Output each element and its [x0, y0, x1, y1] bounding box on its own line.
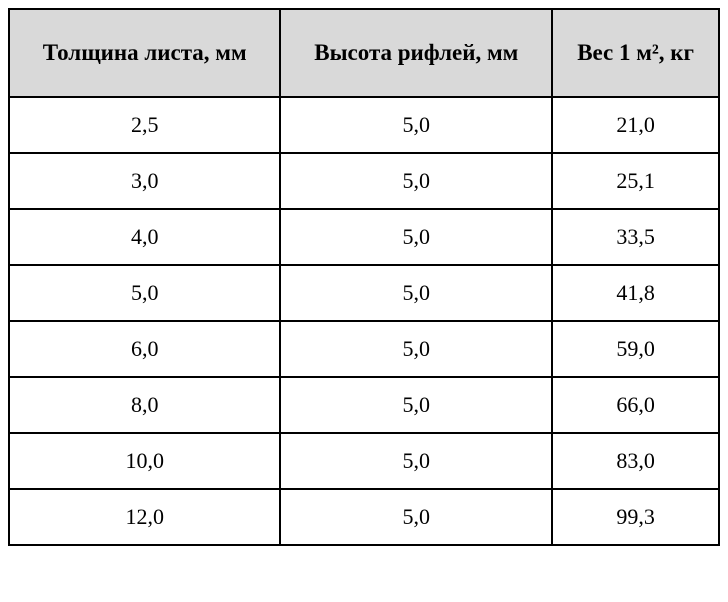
cell-height: 5,0	[280, 209, 552, 265]
column-header-height: Высота рифлей, мм	[280, 9, 552, 97]
cell-weight: 33,5	[552, 209, 719, 265]
table-row: 12,0 5,0 99,3	[9, 489, 719, 545]
cell-thickness: 5,0	[9, 265, 280, 321]
header-label: Вес 1 м², кг	[577, 40, 694, 65]
table-row: 2,5 5,0 21,0	[9, 97, 719, 153]
table-row: 8,0 5,0 66,0	[9, 377, 719, 433]
table-row: 3,0 5,0 25,1	[9, 153, 719, 209]
cell-thickness: 12,0	[9, 489, 280, 545]
cell-thickness: 2,5	[9, 97, 280, 153]
table-body: 2,5 5,0 21,0 3,0 5,0 25,1 4,0 5,0 33,5 5…	[9, 97, 719, 545]
header-label: Толщина листа, мм	[43, 40, 247, 65]
table-row: 5,0 5,0 41,8	[9, 265, 719, 321]
cell-weight: 99,3	[552, 489, 719, 545]
cell-weight: 59,0	[552, 321, 719, 377]
data-table: Толщина листа, мм Высота рифлей, мм Вес …	[8, 8, 720, 546]
cell-weight: 83,0	[552, 433, 719, 489]
column-header-weight: Вес 1 м², кг	[552, 9, 719, 97]
cell-weight: 41,8	[552, 265, 719, 321]
cell-thickness: 4,0	[9, 209, 280, 265]
cell-thickness: 6,0	[9, 321, 280, 377]
cell-height: 5,0	[280, 321, 552, 377]
cell-thickness: 8,0	[9, 377, 280, 433]
cell-height: 5,0	[280, 433, 552, 489]
cell-weight: 66,0	[552, 377, 719, 433]
table-row: 6,0 5,0 59,0	[9, 321, 719, 377]
cell-height: 5,0	[280, 377, 552, 433]
table-header: Толщина листа, мм Высота рифлей, мм Вес …	[9, 9, 719, 97]
table-row: 4,0 5,0 33,5	[9, 209, 719, 265]
cell-weight: 21,0	[552, 97, 719, 153]
cell-weight: 25,1	[552, 153, 719, 209]
header-label: Высота рифлей, мм	[314, 40, 518, 65]
cell-height: 5,0	[280, 97, 552, 153]
table-row: 10,0 5,0 83,0	[9, 433, 719, 489]
cell-thickness: 3,0	[9, 153, 280, 209]
cell-height: 5,0	[280, 153, 552, 209]
cell-height: 5,0	[280, 489, 552, 545]
cell-height: 5,0	[280, 265, 552, 321]
header-row: Толщина листа, мм Высота рифлей, мм Вес …	[9, 9, 719, 97]
column-header-thickness: Толщина листа, мм	[9, 9, 280, 97]
cell-thickness: 10,0	[9, 433, 280, 489]
